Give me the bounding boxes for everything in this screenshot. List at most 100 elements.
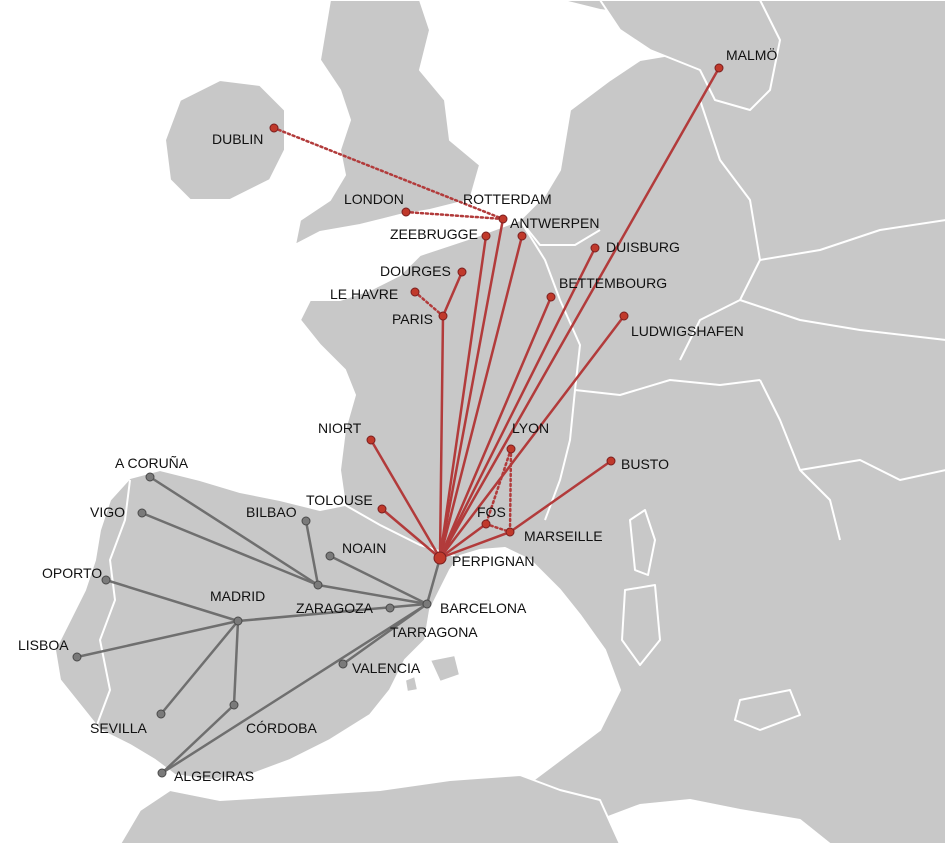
- route-barcelona-algeciras: [160, 602, 429, 775]
- city-label-sevilla: SEVILLA: [90, 720, 147, 736]
- city-marker-vigo: [137, 508, 147, 518]
- city-label-ludwigshafen: LUDWIGSHAFEN: [631, 323, 744, 339]
- route-perpignan-fos: [438, 522, 488, 560]
- city-label-barcelona: BARCELONA: [440, 600, 527, 616]
- city-marker-noain: [325, 551, 335, 561]
- island-mallorca: [429, 654, 461, 683]
- route-perpignan-malmo: [438, 66, 721, 560]
- city-marker-madrid: [233, 616, 243, 626]
- route-zaragoza-acoruna: [148, 475, 320, 587]
- city-label-zaragoza: ZARAGOZA: [296, 600, 374, 616]
- city-label-vigo: VIGO: [90, 504, 125, 520]
- city-marker-london: [401, 207, 411, 217]
- city-label-lisboa: LISBOA: [18, 637, 69, 653]
- city-label-fos: FOS: [477, 504, 506, 520]
- city-marker-antwerpen: [517, 231, 527, 241]
- border-central: [739, 299, 946, 341]
- city-marker-sevilla: [156, 709, 166, 719]
- route-cordoba-algeciras: [160, 703, 236, 775]
- route-lyon-marseille: [508, 447, 513, 534]
- city-label-bettembourg: BETTEMBOURG: [559, 275, 667, 291]
- city-marker-algeciras: [157, 768, 167, 778]
- city-marker-bettembourg: [546, 292, 556, 302]
- route-perpignan-bettembourg: [438, 295, 553, 560]
- city-marker-oporto: [101, 575, 111, 585]
- route-lehavre-paris: [413, 290, 445, 318]
- route-lyon-fos: [484, 447, 513, 526]
- city-marker-fos: [481, 519, 491, 529]
- route-london-rotterdam: [404, 210, 505, 221]
- city-marker-ludwigshafen: [619, 311, 629, 321]
- city-label-rotterdam: ROTTERDAM: [463, 191, 552, 207]
- border-poland: [759, 219, 946, 261]
- city-label-niort: NIORT: [318, 420, 362, 436]
- city-label-paris: PARIS: [392, 311, 433, 327]
- island-great-britain: [294, 0, 481, 246]
- city-marker-lyon: [506, 444, 516, 454]
- route-paris-dourges: [441, 270, 464, 318]
- city-label-cordoba: CÓRDOBA: [246, 720, 317, 736]
- route-perpignan-barcelona: [425, 556, 442, 606]
- city-label-london: LONDON: [344, 191, 404, 207]
- city-marker-busto: [606, 456, 616, 466]
- island-sicily: [734, 689, 801, 731]
- route-madrid-lisboa: [75, 619, 240, 659]
- route-barcelona-valencia: [341, 602, 429, 666]
- city-marker-niort: [366, 435, 376, 445]
- route-perpignan-marseille: [438, 530, 512, 560]
- route-perpignan-zeebrugge: [438, 234, 488, 560]
- city-marker-acoruna: [145, 472, 155, 482]
- border-france-east: [519, 219, 581, 521]
- route-perpignan-tolouse: [380, 507, 442, 560]
- city-label-madrid: MADRID: [210, 588, 265, 604]
- city-marker-duisburg: [590, 243, 600, 253]
- city-label-malmo: MALMÖ: [726, 46, 777, 63]
- labels-layer: MALMÖ DUBLIN LONDON ROTTERDAM ANTWERPEN ZEEBR…: [18, 46, 777, 784]
- route-marseille-busto: [508, 459, 613, 534]
- landmass-north-africa: [119, 774, 621, 844]
- city-label-busto: BUSTO: [621, 456, 669, 472]
- route-perpignan-paris: [438, 314, 445, 560]
- city-marker-malmo: [714, 63, 724, 73]
- route-madrid-oporto: [104, 578, 240, 623]
- continent-europe: [54, 0, 946, 844]
- route-zaragoza-vigo: [140, 511, 320, 587]
- route-madrid-cordoba: [232, 619, 240, 707]
- city-label-dourges: DOURGES: [380, 263, 451, 279]
- city-marker-zaragoza: [313, 580, 323, 590]
- route-perpignan-duisburg: [438, 246, 597, 560]
- city-marker-tolouse: [377, 504, 387, 514]
- city-label-valencia: VALENCIA: [352, 660, 421, 676]
- city-label-noain: NOAIN: [342, 540, 386, 556]
- borders-layer: [94, 99, 946, 731]
- city-label-perpignan: PERPIGNAN: [452, 553, 534, 569]
- city-marker-paris: [438, 311, 448, 321]
- city-label-bilbao: BILBAO: [246, 504, 297, 520]
- border-spain-portugal: [94, 479, 131, 731]
- city-marker-tarragona: [385, 603, 395, 613]
- city-marker-lehavre: [410, 287, 420, 297]
- island-ibiza: [404, 675, 419, 693]
- island-corsica: [629, 509, 656, 576]
- route-madrid-barcelona: [236, 602, 429, 623]
- route-perpignan-ludwigshafen: [438, 314, 626, 560]
- border-balkans: [799, 459, 946, 481]
- city-marker-zeebrugge: [481, 231, 491, 241]
- route-dublin-rotterdam: [272, 126, 505, 221]
- city-marker-valencia: [338, 659, 348, 669]
- island-ireland: [164, 79, 286, 201]
- route-perpignan-rotterdam: [438, 217, 505, 560]
- city-marker-barcelona: [422, 599, 432, 609]
- landmass-scandinavia: [599, 0, 781, 111]
- city-label-antwerpen: ANTWERPEN: [510, 215, 599, 231]
- city-label-duisburg: DUISBURG: [606, 239, 680, 255]
- city-label-oporto: OPORTO: [42, 565, 102, 581]
- border-france-spain: [344, 504, 456, 557]
- landmass-layer: [54, 0, 946, 844]
- city-label-lyon: LYON: [512, 420, 549, 436]
- city-marker-marseille: [505, 527, 515, 537]
- route-madrid-sevilla: [159, 619, 240, 716]
- island-sardinia: [621, 584, 661, 666]
- route-perpignan-niort: [369, 438, 442, 560]
